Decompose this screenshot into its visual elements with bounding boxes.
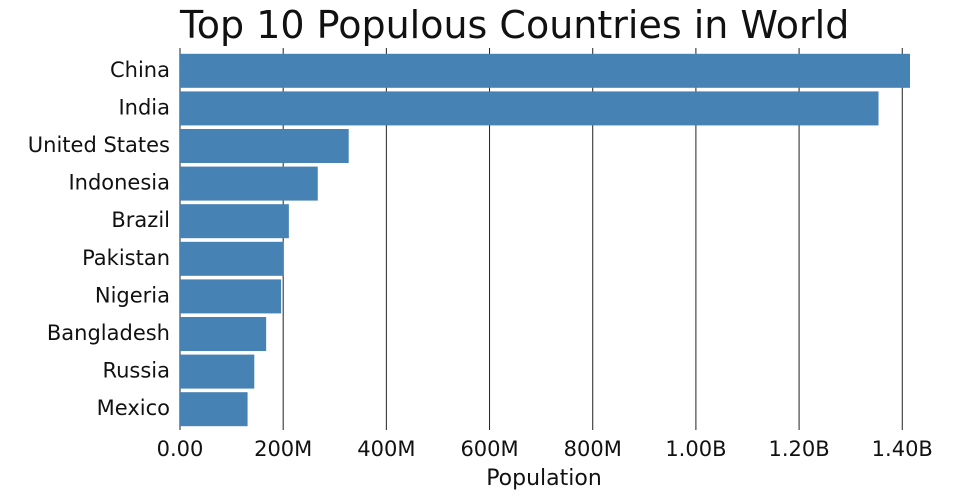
- bar-brazil: [180, 204, 289, 239]
- y-tick-label-indonesia: Indonesia: [68, 171, 170, 195]
- y-tick-label-nigeria: Nigeria: [95, 283, 170, 307]
- x-tick-label-0-00: 0.00: [157, 437, 204, 461]
- y-tick-label-bangladesh: Bangladesh: [47, 321, 170, 345]
- x-tick-label-200m: 200M: [254, 437, 312, 461]
- x-tick-label-800m: 800M: [564, 437, 622, 461]
- x-axis-labels: 0.00 200M 400M 600M 800M 1.00B 1.20B 1.40B: [157, 437, 933, 461]
- bar-india: [180, 91, 879, 126]
- bar-mexico: [180, 392, 248, 427]
- x-tick-label-600m: 600M: [460, 437, 518, 461]
- y-tick-label-mexico: Mexico: [97, 396, 170, 420]
- x-axis-title: Population: [486, 466, 602, 491]
- x-tick-label-1-00b: 1.00B: [665, 437, 726, 461]
- bar-nigeria: [180, 279, 282, 314]
- y-tick-label-brazil: Brazil: [111, 208, 170, 232]
- bar-bangladesh: [180, 317, 267, 351]
- bar-russia: [180, 354, 255, 389]
- y-tick-label-united-states: United States: [28, 133, 170, 157]
- bar-united-states: [180, 129, 349, 163]
- bar-indonesia: [180, 166, 318, 201]
- x-tick-label-1-40b: 1.40B: [872, 437, 933, 461]
- x-tick-label-1-20b: 1.20B: [768, 437, 829, 461]
- y-tick-label-russia: Russia: [102, 359, 170, 383]
- y-tick-label-china: China: [110, 58, 170, 82]
- y-tick-label-pakistan: Pakistan: [82, 246, 170, 270]
- x-tick-label-400m: 400M: [357, 437, 415, 461]
- y-axis-labels: China India United States Indonesia Brazil Pa…: [28, 58, 170, 420]
- bar-pakistan: [180, 241, 284, 276]
- bar-china: [180, 53, 910, 88]
- chart-title: Top 10 Populous Countries in World: [180, 3, 850, 47]
- bars: [180, 53, 910, 427]
- y-tick-label-india: India: [118, 95, 170, 119]
